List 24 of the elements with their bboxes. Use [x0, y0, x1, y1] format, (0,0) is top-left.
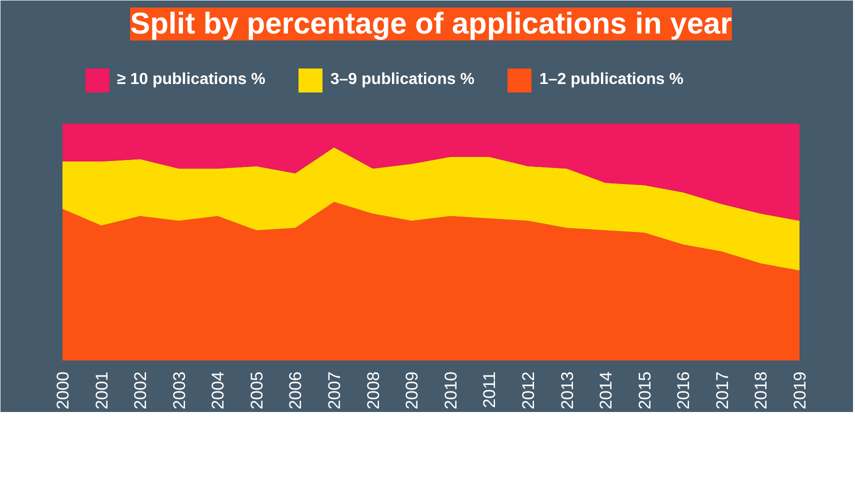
x-tick-label: 2005: [247, 371, 266, 410]
x-tick-label: 2009: [402, 371, 422, 410]
x-tick-label: 2011: [480, 371, 500, 408]
x-tick-label: 2008: [364, 371, 383, 410]
x-tick-label: 2019: [790, 371, 810, 410]
x-tick-label: 2006: [286, 371, 306, 410]
x-tick-label: 2018: [752, 371, 771, 410]
x-tick-label: 2000: [54, 371, 72, 410]
legend-label: 1–2 publications %: [539, 71, 684, 89]
x-tick-label: 2001: [92, 371, 112, 410]
legend-label: ≥ 10 publications %: [117, 71, 266, 89]
x-tick-label: 2017: [712, 371, 732, 410]
x-tick-label: 2015: [635, 371, 654, 410]
x-tick-label: 2016: [674, 371, 694, 410]
legend-label: 3–9 publications %: [330, 71, 474, 89]
x-tick-label: 2002: [131, 371, 150, 410]
x-tick-label: 2010: [441, 371, 460, 410]
x-tick-label: 2007: [325, 371, 344, 410]
x-tick-label: 2003: [170, 371, 189, 410]
x-tick-label: 2014: [596, 371, 616, 410]
chart-title: Split by percentage of applications in year: [130, 8, 732, 40]
x-tick-label: 2013: [558, 371, 577, 410]
x-tick-label: 2012: [518, 371, 538, 410]
x-tick-label: 2004: [208, 371, 228, 410]
